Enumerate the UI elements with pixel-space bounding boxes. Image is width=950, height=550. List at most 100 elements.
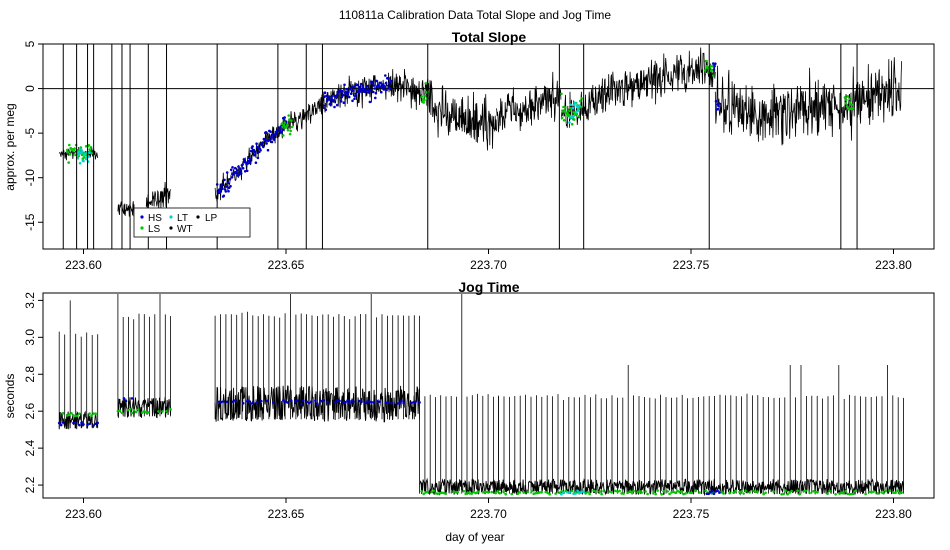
slope-point-ls (560, 92, 563, 96)
jog-point-ls (534, 491, 537, 495)
slope-trace-segment (771, 67, 834, 146)
slope-point-ls (845, 98, 848, 102)
x-tick-label: 223.65 (268, 258, 305, 272)
slope-point-ls (290, 119, 293, 123)
jog-point-ls (728, 491, 731, 495)
slope-point-hs (357, 89, 360, 92)
jog-point-ls (780, 493, 783, 496)
slope-point-ls (844, 102, 847, 105)
slope-point-hs (269, 130, 272, 133)
jog-spikes (214, 294, 420, 420)
slope-point-lt (572, 103, 576, 107)
slope-point-hs (256, 156, 260, 160)
slope-point-hs (372, 84, 376, 87)
jog-point-hs (296, 399, 299, 403)
jog-point-ls (496, 490, 500, 493)
jog-point-ls (638, 489, 641, 493)
slope-point-lt (79, 148, 83, 151)
jog-point-ls (120, 411, 124, 415)
jog-point-ls (532, 492, 535, 496)
jog-point-ls (666, 490, 669, 493)
slope-point-ls (423, 98, 426, 102)
slope-point-hs (386, 77, 390, 80)
x-axis-label: day of year (445, 530, 504, 544)
slope-point-ls (709, 64, 712, 68)
jog-point-ls (602, 489, 605, 493)
slope-point-ls (424, 82, 428, 85)
jog-point-hs (378, 400, 381, 404)
jog-point-ls (486, 490, 490, 494)
y-tick-label: -15 (23, 213, 37, 231)
jog-point-hs (260, 399, 263, 403)
jog-point-ls (748, 491, 751, 494)
jog-point-hs (122, 397, 126, 400)
jog-point-hs (711, 490, 714, 493)
slope-point-ls (563, 109, 567, 112)
slope-point-hs (378, 81, 382, 85)
slope-point-hs (265, 142, 268, 145)
jog-point-hs (217, 400, 221, 404)
jog-point-ls (840, 491, 843, 495)
jog-point-lt (580, 490, 583, 494)
jog-point-ls (722, 492, 725, 495)
slope-point-lt (84, 152, 87, 155)
jog-point-ls (518, 491, 521, 494)
jog-point-hs (266, 399, 269, 403)
jog-point-hs (358, 399, 361, 403)
series-jog-time (57, 294, 905, 497)
y-tick-label: 2.4 (23, 439, 37, 456)
jog-point-ls (764, 491, 767, 495)
jog-point-ls (802, 490, 805, 493)
jog-point-hs (284, 400, 287, 404)
jog-point-ls (882, 492, 885, 495)
slope-point-hs (323, 91, 327, 94)
slope-point-ls (422, 101, 426, 104)
jog-point-ls (676, 489, 679, 493)
jog-point-hs (400, 399, 403, 403)
slope-point-hs (345, 87, 348, 91)
jog-point-ls (70, 412, 73, 415)
jog-point-hs (294, 400, 297, 403)
y-tick-label: -10 (23, 169, 37, 187)
jog-point-ls (424, 491, 428, 494)
legend-marker-lp (196, 215, 200, 219)
jog-point-hs (124, 399, 128, 403)
jog-point-hs (414, 400, 417, 404)
jog-point-ls (876, 492, 879, 495)
jog-point-ls (600, 492, 603, 496)
jog-point-ls (622, 492, 625, 495)
slope-point-hs (340, 95, 344, 99)
slope-point-ls (68, 153, 72, 156)
jog-point-ls (804, 489, 807, 493)
jog-point-ls (704, 489, 707, 493)
jog-point-hs (705, 492, 709, 496)
jog-point-hs (348, 401, 351, 405)
slope-point-ls (561, 110, 564, 113)
jog-point-hs (80, 421, 83, 425)
slope-point-hs (252, 148, 256, 152)
jog-point-ls (161, 410, 164, 413)
jog-point-ls (484, 490, 488, 494)
x-tick-label: 223.70 (470, 258, 507, 272)
slope-point-hs (353, 97, 356, 101)
jog-point-ls (432, 489, 436, 493)
slope-point-hs (219, 188, 222, 192)
slope-point-hs (368, 100, 372, 104)
slope-point-hs (270, 135, 273, 139)
jog-point-hs (247, 400, 251, 403)
jog-point-hs (74, 421, 77, 425)
jog-point-ls (430, 490, 434, 494)
slope-point-lt (574, 101, 577, 105)
slope-point-hs (371, 80, 374, 84)
jog-point-ls (540, 490, 543, 494)
slope-point-hs (388, 82, 391, 85)
slope-point-hs (251, 145, 254, 148)
slope-point-hs (266, 148, 270, 152)
slope-point-hs (278, 129, 282, 132)
jog-point-ls (436, 492, 440, 496)
jog-point-hs (418, 401, 421, 404)
slope-point-hs (271, 133, 274, 136)
slope-point-hs (347, 90, 350, 94)
slope-point-hs (384, 74, 387, 77)
